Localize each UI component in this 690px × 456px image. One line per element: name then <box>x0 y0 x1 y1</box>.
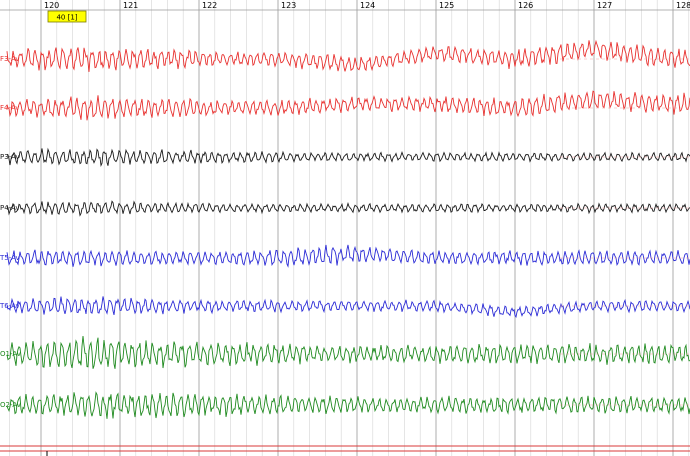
second-label: 123 <box>281 1 296 10</box>
second-label: 121 <box>123 1 138 10</box>
channel-label-o1-av[interactable]: O1-Av <box>0 350 21 358</box>
channel-label-f4-av[interactable]: F4-Av <box>0 104 19 112</box>
trace-f4-av <box>6 90 690 121</box>
second-label: 125 <box>439 1 454 10</box>
trace-o1-av <box>6 336 690 369</box>
event-marker-box[interactable] <box>47 10 87 23</box>
channel-label-o2-av[interactable]: O2-Av <box>0 401 21 409</box>
event-marker-label: 40 [1] <box>56 14 77 22</box>
event-marker[interactable]: 40 [1] <box>47 10 87 23</box>
channel-label-t5-av[interactable]: T5-Av <box>0 254 20 262</box>
channel-label-p4-av[interactable]: P4-Av <box>0 204 20 212</box>
second-label: 127 <box>597 1 612 10</box>
channel-label-t6-av[interactable]: T6-Av <box>0 302 20 310</box>
second-label: 126 <box>518 1 533 10</box>
trace-o2-av <box>6 391 690 419</box>
channel-labels: F3-Av F4-Av P3-Av P4-Av T5-Av T6-Av O1-Av O2-Av <box>0 55 21 409</box>
time-ruler: 120 121 122 123 124 125 126 127 128 <box>44 1 690 10</box>
trace-p4-av <box>6 200 690 217</box>
channel-label-f3-av[interactable]: F3-Av <box>0 55 19 63</box>
second-label: 120 <box>44 1 59 10</box>
trace-t5-av <box>6 244 690 268</box>
second-label: 128 <box>676 1 690 10</box>
trace-t6-av <box>6 296 690 319</box>
channel-traces <box>6 39 690 419</box>
second-label: 124 <box>360 1 375 10</box>
bottom-rule <box>0 445 690 456</box>
second-label: 122 <box>202 1 217 10</box>
trace-p3-av <box>6 147 690 168</box>
channel-label-p3-av[interactable]: P3-Av <box>0 153 20 161</box>
trace-f3-av <box>6 39 690 72</box>
